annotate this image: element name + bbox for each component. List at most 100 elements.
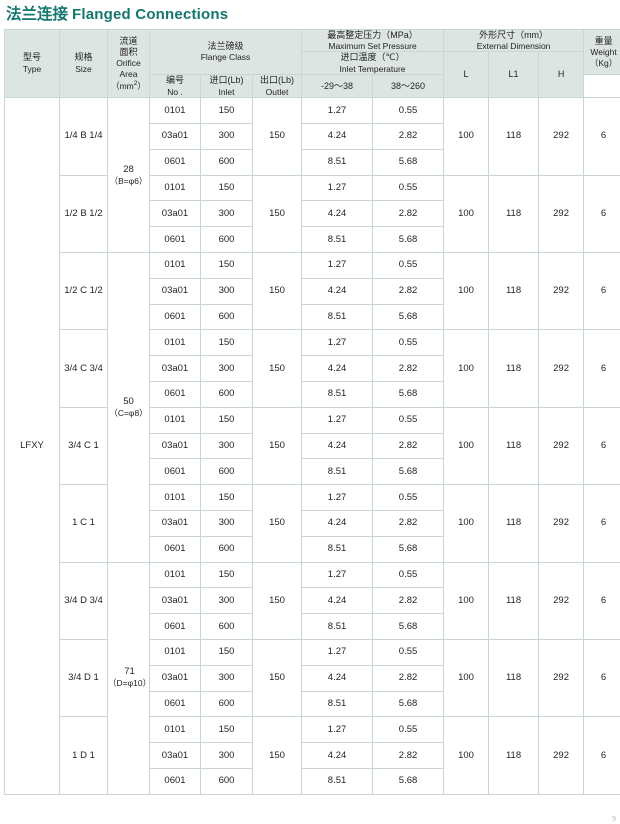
cell-inlet: 600 — [200, 148, 253, 176]
cell-no: 0101 — [149, 97, 201, 125]
cell-size: 1/2 B 1/2 — [59, 174, 108, 254]
cell-pressure-high-temp: 0.55 — [372, 561, 445, 589]
table-row: 03a01 300 4.24 2.82 — [5, 432, 620, 460]
cell-pressure-high-temp: 2.82 — [372, 509, 445, 537]
cell-dim-l: 100 — [443, 638, 490, 718]
cell-dim-l: 100 — [443, 251, 490, 331]
cell-inlet: 300 — [200, 509, 253, 537]
cell-weight: 6 — [583, 638, 620, 718]
cell-inlet: 600 — [200, 458, 253, 486]
cell-pressure-high-temp: 2.82 — [372, 587, 445, 615]
table-row: 03a01 300 4.24 2.82 — [5, 355, 620, 382]
cell-dim-h: 292 — [538, 329, 585, 408]
col-header-inlet-temp-cn: 进口温度（℃） — [340, 52, 405, 63]
cell-type: LFXY — [4, 97, 60, 795]
cell-pressure-low-temp: 8.51 — [301, 148, 374, 176]
table-row: 1 C 1 0101 150 150 1.27 0.55 100 118 292 6 — [5, 484, 620, 563]
orifice-area-value: 28 — [123, 163, 134, 175]
cell-inlet: 150 — [200, 716, 253, 744]
cell-size: 3/4 D 1 — [59, 638, 108, 718]
cell-dim-h: 292 — [538, 174, 585, 254]
cell-no: 03a01 — [149, 742, 201, 769]
cell-no: 0601 — [149, 690, 201, 718]
cell-pressure-high-temp: 5.68 — [372, 303, 445, 331]
cell-outlet: 150 — [251, 406, 303, 486]
page-number: 9 — [612, 816, 616, 823]
col-header-size-cn: 规格 — [74, 52, 93, 63]
cell-inlet: 300 — [200, 432, 253, 460]
cell-no: 03a01 — [149, 509, 201, 537]
col-header-outlet-cn: 出口(Lb) — [260, 75, 295, 86]
cell-dim-l1: 118 — [488, 251, 540, 331]
cell-outlet: 150 — [251, 251, 303, 331]
cell-inlet: 600 — [200, 303, 253, 331]
cell-pressure-low-temp: 1.27 — [301, 484, 374, 511]
table-row: 1/2 C 1/2 50 （C=φ8） 0101 150 150 1.27 0.55 100 11… — [5, 251, 620, 563]
cell-inlet: 150 — [200, 174, 253, 202]
cell-pressure-low-temp: 1.27 — [301, 329, 374, 357]
cell-size: 1 C 1 — [59, 484, 108, 563]
cell-no: 0601 — [149, 380, 201, 408]
cell-pressure-high-temp: 0.55 — [372, 174, 445, 202]
table-row: 0601 600 8.51 5.68 — [5, 767, 620, 795]
col-header-orifice-cn1: 流道 — [119, 35, 138, 46]
cell-no: 03a01 — [149, 355, 201, 382]
cell-outlet: 150 — [251, 716, 303, 795]
cell-no: 0601 — [149, 226, 201, 253]
cell-outlet: 150 — [251, 174, 303, 254]
cell-pressure-high-temp: 2.82 — [372, 277, 445, 305]
col-header-orifice-area: 流道 面积 Orifice Area （mm2） — [107, 28, 150, 99]
cell-dim-l1: 118 — [488, 484, 540, 563]
table-body: LFXY 1/4 B 1/4 28 （B=φ6） 0101 150 150 1.27 0.55 1… — [4, 97, 620, 795]
cell-pressure-high-temp: 2.82 — [372, 200, 445, 228]
table-row: 3/4 D 1 0101 150 150 1.27 0.55 100 118 292 6 — [5, 638, 620, 718]
cell-no: 0101 — [149, 252, 201, 279]
cell-pressure-high-temp: 5.68 — [372, 535, 445, 563]
cell-inlet: 600 — [200, 226, 253, 253]
cell-weight: 6 — [583, 716, 620, 795]
col-header-flange-class-cn: 法兰磅级 — [207, 41, 244, 52]
table-row: 0601 600 8.51 5.68 — [5, 458, 620, 486]
cell-no: 0601 — [149, 613, 201, 640]
cell-pressure-high-temp: 0.55 — [372, 406, 445, 434]
cell-pressure-low-temp: 4.24 — [301, 587, 374, 615]
cell-no: 0101 — [149, 638, 201, 666]
col-header-orifice-en1: Orifice — [116, 58, 141, 69]
cell-pressure-low-temp: 8.51 — [301, 690, 374, 718]
cell-pressure-low-temp: 8.51 — [301, 380, 374, 408]
table-row: 03a01 300 4.24 2.82 — [5, 587, 620, 615]
table-row: 0601 600 8.51 5.68 — [5, 613, 620, 640]
table-row: 03a01 300 4.24 2.82 — [5, 123, 620, 150]
table-row: 03a01 300 4.24 2.82 — [5, 509, 620, 537]
cell-weight: 6 — [583, 561, 620, 640]
cell-pressure-low-temp: 4.24 — [301, 123, 374, 150]
header-row-1: 型号 Type 规格 Size 流道 面积 Orifice Area （mm2）… — [4, 28, 620, 99]
cell-pressure-low-temp: 8.51 — [301, 226, 374, 253]
col-header-dim-l1: L1 — [488, 51, 540, 99]
cell-orifice-area: 28 （B=φ6） — [107, 97, 150, 253]
cell-no: 03a01 — [149, 587, 201, 615]
table-header: 型号 Type 规格 Size 流道 面积 Orifice Area （mm2）… — [4, 28, 620, 99]
cell-pressure-low-temp: 4.24 — [301, 200, 374, 228]
table-row: 1 D 1 0101 150 150 1.27 0.55 100 118 292 6 — [5, 716, 620, 795]
cell-dim-h: 292 — [538, 638, 585, 718]
cell-pressure-high-temp: 2.82 — [372, 742, 445, 769]
col-header-max-pressure-en: Maximum Set Pressure — [328, 40, 417, 51]
cell-inlet: 600 — [200, 380, 253, 408]
col-header-inlet-temp-en: Inlet Temperature — [339, 63, 406, 74]
table-row: 03a01 300 4.24 2.82 — [5, 664, 620, 692]
cell-pressure-low-temp: 8.51 — [301, 767, 374, 795]
table-row: 3/4 D 3/4 71 （D=φ10） 0101 150 150 1.27 0.55 100 1… — [5, 561, 620, 795]
col-header-no-en: No . — [167, 86, 183, 97]
cell-orifice-area: 71 （D=φ10） — [107, 561, 151, 795]
cell-inlet: 300 — [200, 587, 253, 615]
cell-dim-l: 100 — [443, 97, 490, 176]
col-header-temp-range-2: 38～260 — [372, 74, 445, 99]
cell-pressure-high-temp: 5.68 — [372, 458, 445, 486]
cell-inlet: 150 — [200, 329, 253, 357]
col-header-no: 编号 No . — [149, 74, 201, 99]
cell-size: 3/4 C 3/4 — [59, 329, 108, 408]
col-header-weight: 重量 Weight （Kg） — [583, 28, 620, 76]
col-header-flange-class-en: Flange Class — [200, 52, 251, 63]
